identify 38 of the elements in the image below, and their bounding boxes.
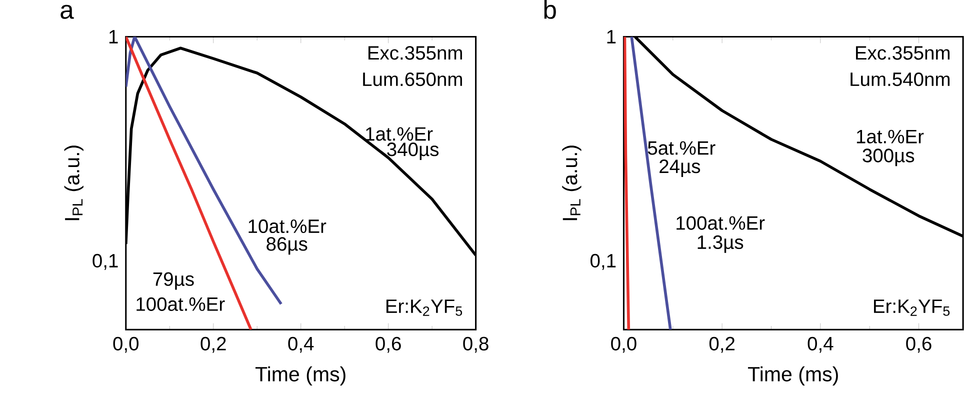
annotation: 24µs	[660, 160, 700, 177]
y-tick-label: 0,1	[92, 254, 118, 270]
annotation: Exc.355nm	[368, 46, 462, 60]
chart-title: b	[544, 0, 556, 19]
x-tick-label: 0,4	[288, 336, 314, 353]
x-axis-title: Time (ms)	[748, 366, 838, 386]
annotation: 79µs	[153, 272, 194, 290]
line-series	[624, 36, 630, 330]
annotation: 300µs	[862, 148, 914, 166]
y-tick-label: 1	[607, 30, 616, 44]
annotation: 5at.%Er	[648, 141, 716, 155]
x-tick-label: 0,6	[376, 336, 401, 353]
x-tick-label: 0,6	[906, 336, 932, 353]
x-tick-label: 0,2	[200, 336, 226, 353]
x-tick-label: 0,8	[463, 336, 488, 353]
x-tick-label: 0,2	[709, 336, 734, 353]
annotation: 1.3µs	[698, 235, 744, 253]
y-tick-label: 1	[109, 30, 118, 44]
y-axis-title: I$_{PL}$ (a.u.)	[64, 146, 84, 220]
annotation: 1at.%Er	[856, 130, 924, 144]
annotation: Exc.355nm	[856, 46, 950, 60]
annotation: Er:K$_{2}$YF$_{5}$	[386, 300, 462, 316]
annotation: Lum.650nm	[363, 72, 462, 86]
annotation: 100at.%Er	[136, 297, 225, 311]
annotation: 86µs	[266, 237, 308, 255]
y-axis-title: I$_{PL}$ (a.u.)	[562, 146, 582, 220]
annotation: Er:K$_{2}$YF$_{5}$	[874, 300, 950, 316]
y-tick-label: 0,1	[590, 254, 616, 270]
annotation: Lum.540nm	[850, 72, 950, 86]
annotation: 340µs	[387, 142, 439, 160]
x-tick-label: 0,0	[113, 336, 139, 353]
x-tick-label: 0,0	[611, 336, 636, 353]
annotation: 10at.%Er	[248, 219, 326, 234]
annotation: 1at.%Er	[366, 127, 433, 141]
chart-title: a	[60, 4, 74, 19]
x-axis-title: Time (ms)	[255, 366, 346, 386]
x-tick-label: 0,4	[808, 336, 834, 353]
annotation: 100at.%Er	[676, 216, 765, 230]
